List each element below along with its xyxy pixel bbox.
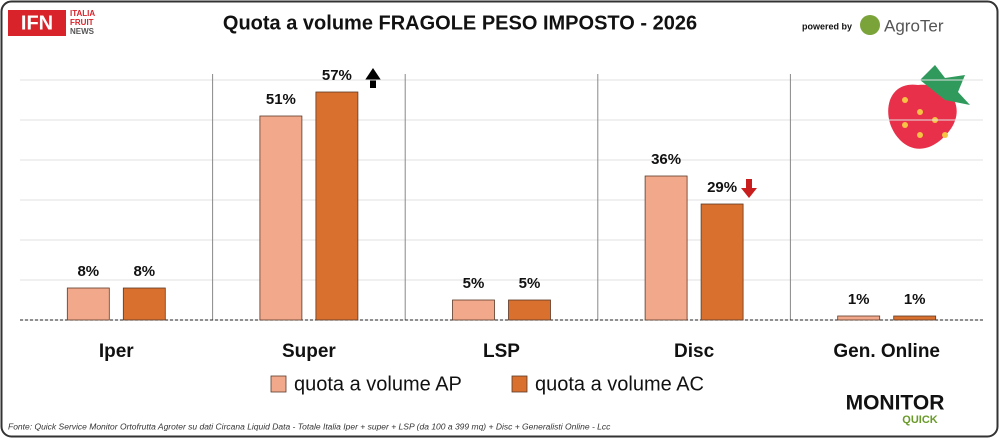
bar [508, 299, 551, 321]
x-tick-label: Gen. Online [833, 341, 940, 362]
powered-by: powered by [802, 21, 852, 31]
value-label: 8% [77, 263, 99, 280]
x-tick-label: Disc [674, 341, 715, 362]
x-tick-label: LSP [483, 341, 520, 362]
bar [66, 287, 110, 321]
up-arrow [365, 68, 381, 88]
agroter-icon [860, 15, 880, 35]
value-label: 1% [848, 291, 870, 308]
bar [893, 315, 937, 321]
ifn-logo: IFN ITALIA FRUIT NEWS [8, 9, 95, 36]
bar [644, 175, 688, 321]
value-label: 36% [651, 151, 681, 168]
bar [700, 203, 744, 321]
monitor-sub: QUICK [902, 414, 938, 426]
value-label: 57% [322, 67, 352, 84]
strawberry-icon [888, 65, 970, 149]
logo-sub: ITALIA [70, 9, 95, 18]
value-label: 5% [519, 275, 541, 292]
legend-swatch [511, 375, 528, 393]
source-note: Fonte: Quick Service Monitor Ortofrutta … [8, 421, 611, 431]
bar [452, 299, 495, 321]
value-label: 5% [463, 275, 485, 292]
chart-title: Quota a volume FRAGOLE PESO IMPOSTO - 20… [223, 12, 697, 34]
logo-sub: FRUIT [70, 18, 94, 27]
logo-sub: NEWS [70, 27, 95, 36]
value-label: 1% [904, 291, 926, 308]
bar [837, 315, 881, 321]
logo-text: IFN [21, 12, 53, 34]
value-label: 51% [266, 91, 296, 108]
monitor-logo: MONITOR [846, 392, 945, 415]
legend-label: quota a volume AC [535, 373, 704, 395]
legend-swatch [270, 375, 287, 393]
bar [315, 91, 359, 321]
value-label: 8% [133, 263, 155, 280]
value-label: 29% [707, 179, 737, 196]
arrows [365, 68, 757, 198]
down-arrow [741, 179, 757, 198]
logo-box [8, 10, 66, 36]
bar [122, 287, 166, 321]
x-tick-label: Iper [99, 341, 134, 362]
agroter-logo: AgroTer [884, 16, 944, 35]
bar [259, 115, 303, 321]
x-tick-label: Super [282, 341, 336, 362]
legend-label: quota a volume AP [294, 373, 462, 395]
